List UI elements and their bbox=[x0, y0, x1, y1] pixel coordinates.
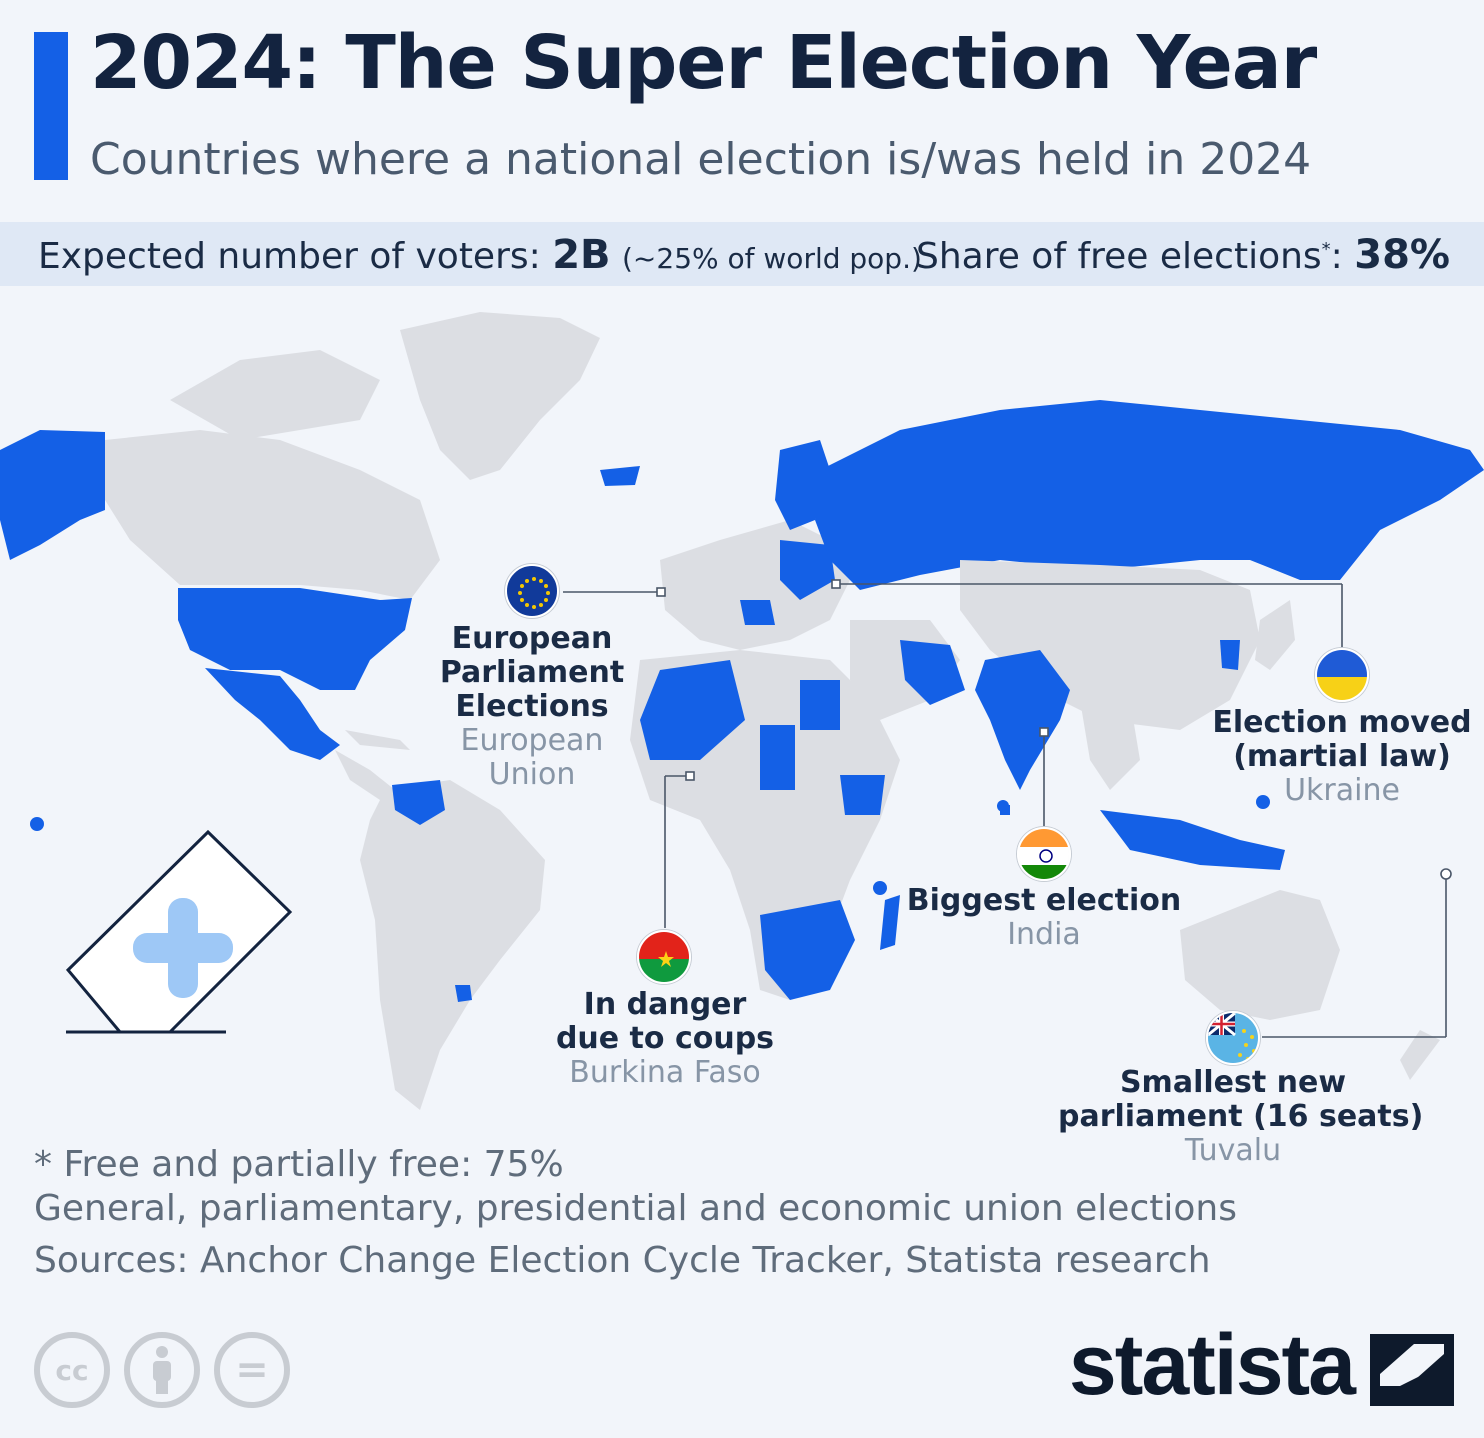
share-stat: Share of free elections*: 38% bbox=[916, 232, 1450, 278]
greenland bbox=[400, 312, 600, 480]
russia bbox=[815, 400, 1484, 590]
india bbox=[975, 650, 1070, 790]
ethiopia bbox=[840, 775, 885, 815]
se-asia bbox=[1080, 700, 1140, 790]
callout-eu: European Parliament Elections European U… bbox=[432, 622, 632, 792]
tuvalu-flag-icon bbox=[1206, 1011, 1260, 1065]
page-subtitle: Countries where a national election is/w… bbox=[90, 134, 1312, 185]
callout-burkina-head-1: In danger bbox=[583, 987, 747, 1022]
callout-burkina-head-2: due to coups bbox=[555, 1021, 775, 1056]
callout-tuvalu-head-1: Smallest new bbox=[1119, 1065, 1347, 1100]
voters-value: 2B bbox=[552, 232, 611, 278]
callout-ukraine-head-1: Election moved bbox=[1212, 705, 1472, 740]
indonesia bbox=[1100, 810, 1285, 870]
southern-africa bbox=[760, 900, 855, 1000]
iran bbox=[900, 640, 965, 705]
callout-tuvalu-sub: Tuvalu bbox=[1184, 1133, 1282, 1168]
callout-india: Biggest election India bbox=[904, 884, 1184, 952]
china bbox=[960, 560, 1260, 730]
chad bbox=[760, 725, 795, 790]
share-label: Share of free elections bbox=[915, 236, 1322, 277]
leader-markers bbox=[656, 579, 1452, 880]
australia bbox=[1180, 890, 1340, 1020]
eu-east bbox=[780, 540, 835, 600]
leader-lines bbox=[563, 583, 1447, 1038]
madagascar bbox=[880, 895, 900, 950]
statista-logo[interactable]: statista bbox=[1068, 1317, 1356, 1413]
eu-flag-icon bbox=[505, 564, 559, 618]
ballot-illustration bbox=[65, 829, 293, 1034]
callout-ukraine-head-2: (martial law) bbox=[1233, 739, 1451, 774]
attribution-icon[interactable] bbox=[124, 1332, 200, 1408]
scope-note: General, parliamentary, presidential and… bbox=[34, 1188, 1237, 1229]
no-derivatives-icon[interactable]: = bbox=[214, 1332, 290, 1408]
share-value: 38% bbox=[1354, 232, 1450, 278]
title-accent-bar bbox=[34, 32, 68, 180]
footnote: * Free and partially free: 75% bbox=[34, 1144, 564, 1185]
uruguay bbox=[455, 985, 472, 1002]
share-marker: * bbox=[1321, 239, 1331, 260]
callout-eu-sub-1: European bbox=[460, 723, 604, 758]
ukraine-flag-icon bbox=[1315, 648, 1369, 702]
south-america bbox=[360, 780, 545, 1110]
voters-note: (~25% of world pop.) bbox=[622, 242, 922, 275]
cc-icon[interactable]: cc bbox=[34, 1332, 110, 1408]
callout-ukraine-sub: Ukraine bbox=[1284, 773, 1400, 808]
callout-tuvalu: Smallest new parliament (16 seats) Tuval… bbox=[1058, 1065, 1424, 1168]
stats-band bbox=[0, 222, 1484, 286]
voters-stat: Expected number of voters: 2B (~25% of w… bbox=[38, 232, 922, 278]
island-maldives bbox=[997, 800, 1009, 812]
cc-icon-text: cc bbox=[55, 1353, 89, 1387]
mexico bbox=[205, 668, 340, 760]
arctic-islands bbox=[170, 350, 380, 440]
island-pacific bbox=[30, 817, 44, 831]
alaska bbox=[0, 430, 105, 560]
callout-eu-sub-2: Union bbox=[488, 757, 576, 792]
sources: Sources: Anchor Change Election Cycle Tr… bbox=[34, 1240, 1211, 1281]
korea bbox=[1220, 640, 1240, 670]
callout-ukraine: Election moved (martial law) Ukraine bbox=[1212, 706, 1472, 808]
callout-tuvalu-head-2: parliament (16 seats) bbox=[1058, 1099, 1424, 1134]
callout-india-head: Biggest election bbox=[906, 883, 1182, 918]
statista-logo-mark-icon bbox=[1370, 1334, 1454, 1406]
callout-eu-head-3: Elections bbox=[455, 689, 609, 724]
burkina-faso-flag-icon bbox=[637, 930, 691, 984]
callout-burkina-sub: Burkina Faso bbox=[569, 1055, 761, 1090]
central-america bbox=[335, 750, 395, 800]
callout-eu-head-2: Parliament bbox=[439, 655, 625, 690]
callout-eu-head-1: European bbox=[451, 621, 613, 656]
island-mauritius bbox=[873, 881, 887, 895]
new-zealand bbox=[1400, 1030, 1440, 1080]
north-africa-blue bbox=[640, 660, 745, 760]
callout-india-sub: India bbox=[1007, 917, 1081, 952]
venezuela bbox=[392, 780, 445, 825]
eu-south bbox=[740, 600, 775, 625]
no-derivatives-icon-text: = bbox=[235, 1347, 269, 1393]
india-flag-icon bbox=[1017, 827, 1071, 881]
egypt bbox=[800, 680, 840, 730]
person-icon bbox=[153, 1346, 171, 1394]
canada bbox=[105, 430, 440, 600]
page-title: 2024: The Super Election Year bbox=[90, 20, 1317, 106]
island-palau bbox=[1256, 795, 1270, 809]
iceland bbox=[600, 466, 640, 486]
usa bbox=[178, 588, 412, 690]
world-map bbox=[0, 312, 1484, 1110]
voters-label: Expected number of voters: bbox=[38, 236, 553, 277]
caribbean bbox=[345, 730, 410, 750]
share-colon: : bbox=[1330, 236, 1355, 277]
japan bbox=[1255, 600, 1295, 670]
callout-burkina: In danger due to coups Burkina Faso bbox=[540, 988, 790, 1090]
